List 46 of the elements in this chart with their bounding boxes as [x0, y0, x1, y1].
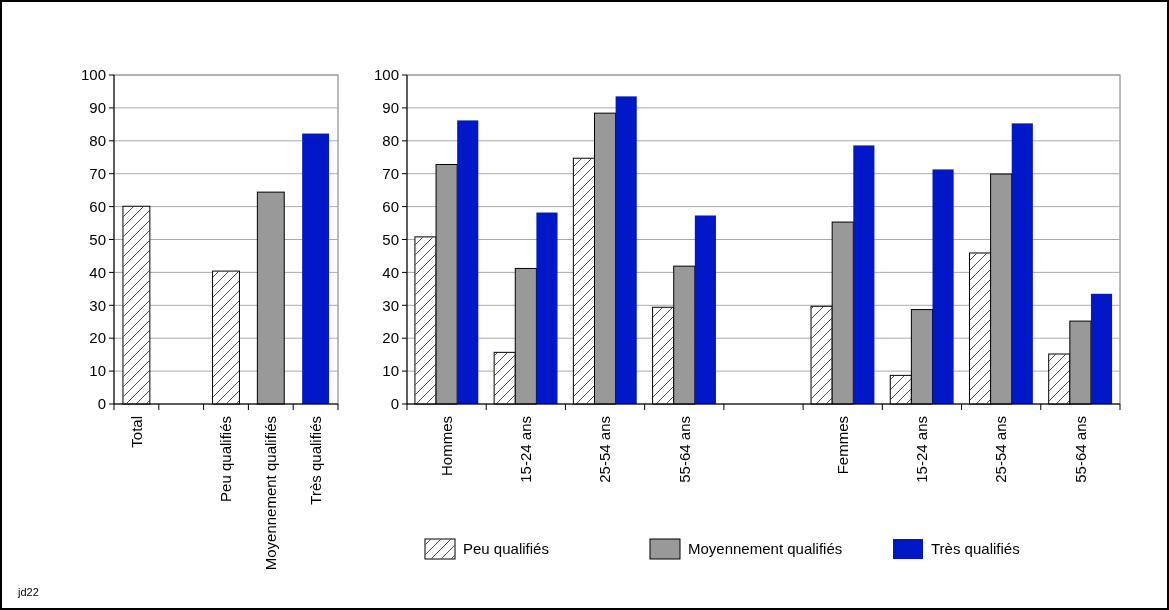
y-tick-label: 20 [382, 329, 399, 347]
x-tick-label: Femmes [833, 416, 851, 475]
x-tick-label: 15-24 ans [517, 416, 535, 483]
y-tick-label: 80 [382, 132, 399, 150]
x-tick-label: 15-24 ans [913, 416, 931, 483]
x-tick-label: Peu qualifiés [217, 416, 235, 502]
y-tick-label: 100 [373, 66, 399, 84]
legend-label: Très qualifiés [931, 540, 1020, 558]
x-tick-label: Total [127, 416, 145, 448]
x-tick-label: 55-64 ans [1071, 416, 1089, 483]
y-tick-label: 50 [382, 230, 399, 248]
bar [1090, 293, 1113, 404]
y-tick-label: 30 [89, 296, 106, 314]
y-tick-label: 30 [382, 296, 399, 314]
y-tick-label: 90 [382, 99, 399, 117]
y-tick-label: 70 [89, 164, 106, 182]
y-tick-label: 80 [89, 132, 106, 150]
y-tick-label: 40 [89, 263, 106, 281]
bar [932, 169, 954, 404]
x-tick-label: Moyennement qualifiés [262, 416, 280, 571]
x-tick-label: 55-64 ans [675, 416, 693, 483]
y-tick-label: 10 [382, 362, 399, 380]
bar [694, 215, 716, 404]
y-tick-label: 60 [89, 197, 106, 215]
bar [1011, 123, 1033, 404]
y-tick-label: 10 [89, 362, 106, 380]
legend-label: Moyennement qualifiés [688, 540, 843, 558]
bar [536, 212, 558, 404]
x-tick-label: 25-54 ans [992, 416, 1010, 483]
bar [457, 120, 479, 404]
y-tick-label: 0 [97, 395, 106, 413]
y-tick-label: 40 [382, 263, 399, 281]
y-tick-label: 50 [89, 230, 106, 248]
y-tick-label: 70 [382, 164, 399, 182]
bar [853, 145, 875, 404]
x-tick-label: 25-54 ans [596, 416, 614, 483]
y-tick-label: 20 [89, 329, 106, 347]
bar [615, 96, 637, 404]
x-tick-label: Très qualifiés [306, 416, 324, 505]
y-tick-label: 0 [390, 395, 399, 413]
text: jd22 [17, 586, 39, 598]
y-tick-label: 100 [80, 66, 106, 84]
legend-label: Peu qualifiés [463, 540, 549, 558]
y-tick-label: 90 [89, 99, 106, 117]
x-tick-label: Hommes [437, 416, 455, 477]
y-tick-label: 60 [382, 197, 399, 215]
